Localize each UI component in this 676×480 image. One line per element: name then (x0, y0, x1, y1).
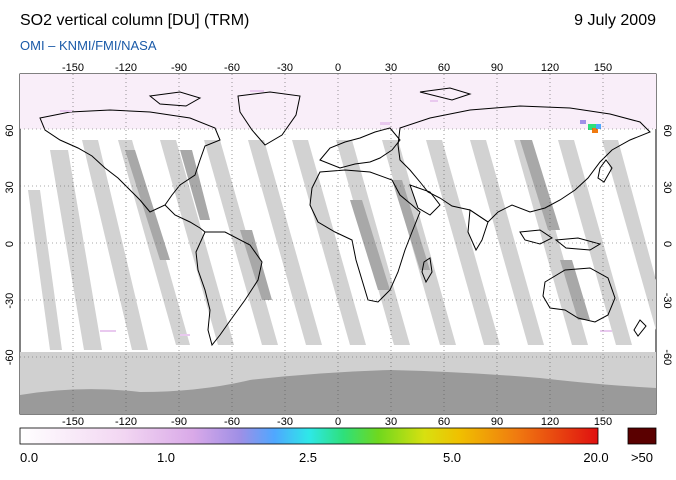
lon-tick-label: 150 (594, 416, 612, 428)
graticule (20, 74, 656, 414)
lat-tick-label: -60 (661, 349, 673, 365)
lon-tick-label: -120 (115, 62, 137, 74)
lat-ticks-right: 60 30 0 -30 -60 (661, 125, 673, 366)
colorbar-label-0: 0.0 (20, 450, 39, 465)
lon-ticks-top: -150 -120 -90 -60 -30 0 30 60 90 120 150 (62, 62, 612, 74)
noise-speckle (60, 90, 612, 336)
colorbar-label-2: 2.5 (298, 450, 318, 465)
so2-hotspot (580, 120, 601, 133)
lon-tick-label: 0 (335, 62, 341, 74)
lon-tick-label: -90 (171, 416, 187, 428)
map-title: SO2 vertical column [DU] (TRM) (20, 12, 250, 29)
coastlines (39, 87, 651, 347)
lon-tick-label: -120 (115, 416, 137, 428)
arctic-noise (20, 74, 656, 129)
colorbar-label-4: 20.0 (583, 450, 609, 465)
lon-tick-label: 30 (385, 62, 397, 74)
lon-tick-label: 90 (491, 416, 503, 428)
lon-tick-label: 30 (385, 416, 397, 428)
lon-ticks-bottom: -150 -120 -90 -60 -30 0 30 60 90 120 150 (62, 416, 612, 428)
lon-tick-label: -30 (277, 416, 293, 428)
lat-tick-label: 30 (661, 181, 673, 193)
lon-tick-label: -60 (224, 62, 240, 74)
lon-tick-label: 150 (594, 62, 612, 74)
lat-tick-label: -30 (4, 293, 16, 309)
colorbar-label-1: 1.0 (156, 450, 176, 465)
lat-tick-label: 60 (661, 125, 673, 137)
colorbar-label-3: 5.0 (442, 450, 462, 465)
colorbar-overflow (627, 427, 657, 445)
lon-tick-label: -30 (277, 62, 293, 74)
lon-tick-label: 0 (335, 416, 341, 428)
map-date: 9 July 2009 (574, 12, 656, 29)
lon-tick-label: -150 (62, 416, 84, 428)
lat-ticks-left: 60 30 0 -30 -60 (4, 125, 16, 366)
land-swath-overlap (125, 140, 590, 320)
lon-tick-label: 120 (541, 416, 559, 428)
lon-tick-label: 60 (438, 416, 450, 428)
colorbar (19, 427, 599, 445)
lat-tick-label: 60 (4, 125, 16, 137)
data-source: OMI – KNMI/FMI/NASA (20, 38, 157, 53)
lon-tick-label: -90 (171, 62, 187, 74)
lat-tick-label: 0 (4, 241, 16, 247)
lat-tick-label: -30 (661, 293, 673, 309)
lon-tick-label: 90 (491, 62, 503, 74)
lat-tick-label: -60 (4, 349, 16, 365)
lat-tick-label: 30 (4, 181, 16, 193)
lon-tick-label: -60 (224, 416, 240, 428)
lon-tick-label: 120 (541, 62, 559, 74)
lon-tick-label: 60 (438, 62, 450, 74)
colorbar-overflow-label: >50 (630, 450, 654, 465)
lat-tick-label: 0 (661, 241, 673, 247)
lon-tick-label: -150 (62, 62, 84, 74)
